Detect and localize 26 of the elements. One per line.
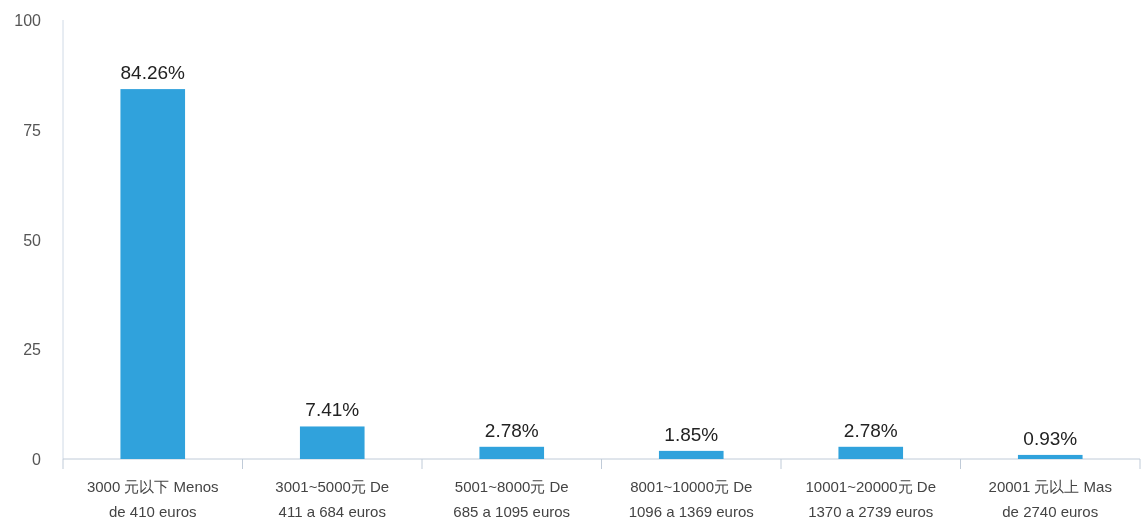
data-label: 1.85% — [664, 423, 719, 445]
data-label: 84.26% — [120, 62, 186, 84]
bar — [299, 426, 365, 459]
y-tick-label: 100 — [14, 12, 42, 29]
x-tick-label: 3000 元以下 Menos de 410 euros — [86, 478, 219, 520]
y-tick-label: 50 — [23, 231, 42, 249]
bar — [658, 450, 724, 459]
y-tick-label: 0 — [32, 451, 42, 468]
x-tick-label: 8001~10000元 De 1096 a 1369 euros — [628, 478, 754, 520]
y-tick-label: 75 — [23, 121, 42, 139]
x-tick-label: 10001~20000元 De 1370 a 2739 euros — [805, 478, 937, 520]
bar — [1017, 454, 1083, 459]
bar — [838, 446, 904, 459]
data-label: 2.78% — [843, 419, 898, 441]
data-label: 0.93% — [1023, 427, 1078, 449]
data-label: 7.41% — [305, 399, 360, 421]
bar: 2.78% — [838, 419, 904, 459]
bar: 2.78% — [479, 419, 545, 459]
bar: 0.93% — [1017, 427, 1083, 459]
y-tick-label: 25 — [23, 341, 42, 359]
bar — [479, 446, 545, 459]
x-tick-label: 5001~8000元 De 685 a 1095 euros — [453, 478, 571, 520]
bar: 1.85% — [658, 423, 724, 459]
x-tick-label: 20001 元以上 Mas de 2740 euros — [988, 478, 1112, 520]
x-tick-label: 3001~5000元 De 411 a 684 euros — [275, 478, 390, 520]
data-label: 2.78% — [484, 419, 539, 441]
